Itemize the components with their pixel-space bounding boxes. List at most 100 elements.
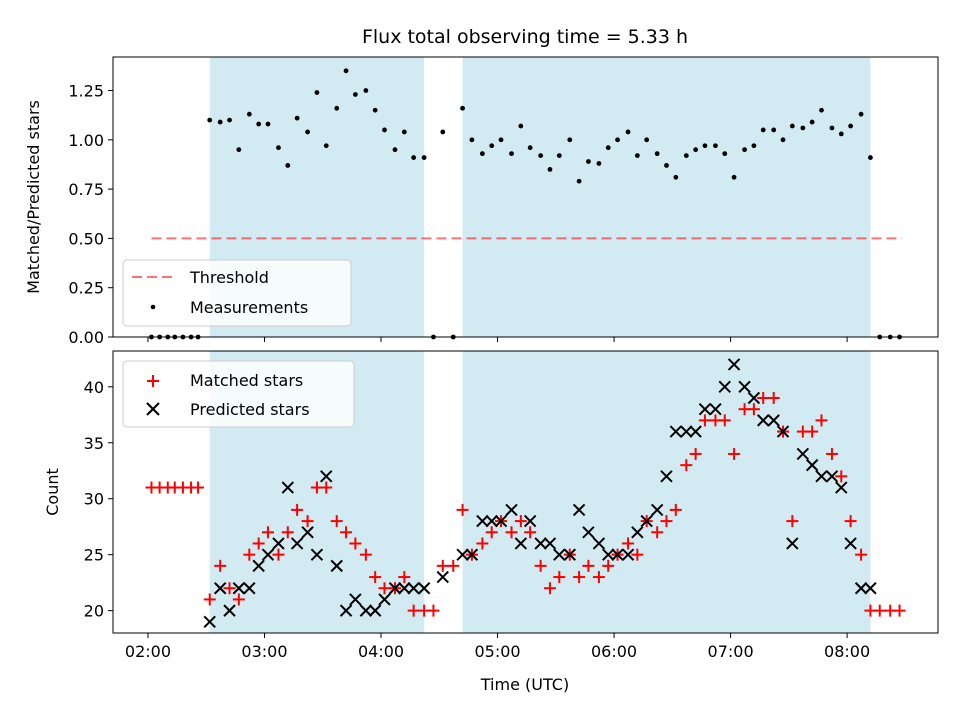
predicted-star-x-b [534, 537, 547, 550]
measurement-point [343, 68, 349, 74]
predicted-star-point [776, 425, 790, 438]
measurement-point [731, 174, 737, 180]
measurement-point [644, 137, 650, 143]
predicted-star-point [523, 514, 537, 528]
legend-predicted-swatch [146, 402, 160, 416]
predicted-star-point [388, 582, 402, 595]
measurement-point [217, 119, 223, 125]
predicted-star-point [281, 481, 294, 494]
predicted-star-x-b [243, 582, 256, 595]
predicted-star-x-b [786, 537, 799, 550]
chart-title: Flux total observing time = 5.33 h [362, 26, 688, 48]
y-tick-label: 1.00 [68, 131, 104, 150]
predicted-star-x-b [689, 425, 702, 438]
matched-star-point [873, 604, 886, 617]
matched-star-point [553, 571, 566, 584]
predicted-star-x-b [796, 447, 810, 461]
top-legend: Threshold Measurements [122, 259, 352, 327]
y-tick-label: 20 [84, 602, 104, 621]
predicted-star-point [709, 402, 722, 416]
predicted-star-x-b [465, 548, 479, 561]
predicted-star-point [640, 514, 653, 528]
matched-star-point [855, 548, 868, 561]
predicted-star-point [232, 582, 246, 595]
predicted-star-x-b [844, 537, 857, 550]
predicted-star-x-b [272, 537, 285, 550]
predicted-star-x-b [563, 548, 576, 561]
bottom-y-ticks: 20 25 30 35 40 [84, 378, 113, 621]
matched-star-point [378, 582, 391, 595]
measurement-point [722, 151, 728, 157]
y-tick-label: 35 [84, 434, 104, 453]
predicted-star-x-b [621, 548, 635, 561]
predicted-star-x-b [456, 548, 469, 561]
measurement-point [829, 125, 835, 131]
legend-matched-label: Matched stars [190, 371, 303, 390]
measurement-point [411, 155, 417, 160]
predicted-star-x-b [592, 537, 606, 550]
predicted-star-point [689, 425, 702, 438]
measurement-point [586, 159, 591, 164]
matched-star-point [407, 604, 420, 617]
matched-star-point [573, 571, 586, 584]
predicted-star-point [485, 514, 498, 528]
matched-star-point [291, 503, 304, 516]
measurement-point [625, 129, 631, 135]
matched-star-point [232, 593, 245, 606]
matched-star-point [582, 559, 595, 572]
predicted-star-point [290, 537, 304, 550]
predicted-star-x-b [650, 503, 664, 517]
predicted-star-point [698, 402, 712, 416]
matched-star-point [340, 526, 353, 539]
predicted-star-point [650, 503, 664, 517]
predicted-star-point [407, 582, 420, 595]
predicted-star-x-b [611, 548, 624, 561]
predicted-star-x-b [494, 514, 508, 528]
measurement-point [382, 127, 387, 133]
measurement-point [547, 166, 553, 172]
bottom-legend-box [122, 360, 355, 428]
predicted-star-point [825, 470, 839, 483]
matched-star-point [592, 571, 605, 584]
measurement-point [314, 90, 320, 95]
predicted-star-point [243, 582, 256, 595]
predicted-star-x-b [388, 582, 402, 595]
measurement-point [363, 88, 369, 93]
matched-star-point [320, 481, 333, 494]
matched-star-point [456, 503, 469, 516]
predicted-star-x-b [398, 582, 411, 595]
predicted-star-x-b [349, 593, 362, 606]
bottom-legend: Matched stars Predicted stars [122, 360, 355, 428]
predicted-star-point [301, 526, 314, 539]
matched-star-point [203, 593, 216, 606]
matched-star-point [252, 537, 265, 550]
measurement-point [469, 137, 475, 143]
predicted-star-point [553, 548, 566, 561]
predicted-star-x-b [213, 582, 227, 595]
y-tick-label: 40 [84, 378, 104, 397]
predicted-star-x-b [359, 604, 373, 617]
y-tick-label: 0.50 [68, 229, 104, 248]
matched-star-point [669, 503, 682, 516]
predicted-star-x-b [476, 514, 489, 528]
predicted-star-point [378, 593, 391, 606]
top-y-ticks: 0.00 0.25 0.50 0.75 1.00 1.25 [68, 82, 113, 347]
matched-star-point [835, 470, 848, 483]
predicted-star-point [505, 503, 518, 517]
predicted-star-point [592, 537, 606, 550]
x-axis-label: Time (UTC) [480, 675, 569, 694]
matched-star-point [543, 582, 556, 595]
predicted-star-point [864, 582, 877, 595]
top-axes-frame [112, 56, 939, 338]
measurement-point [479, 151, 485, 157]
predicted-star-x-b [252, 559, 265, 573]
predicted-star-point [310, 548, 324, 561]
observing-window-band [462, 351, 871, 633]
bottom-panel: 02:00 03:00 04:00 05:00 06:00 07:00 08:00 20 25… [43, 350, 939, 694]
matched-star-point [476, 537, 489, 550]
x-tick-label: 07:00 [708, 642, 754, 661]
predicted-star-point [854, 582, 868, 595]
matched-star-point [243, 548, 256, 561]
matched-star-point [359, 548, 372, 561]
